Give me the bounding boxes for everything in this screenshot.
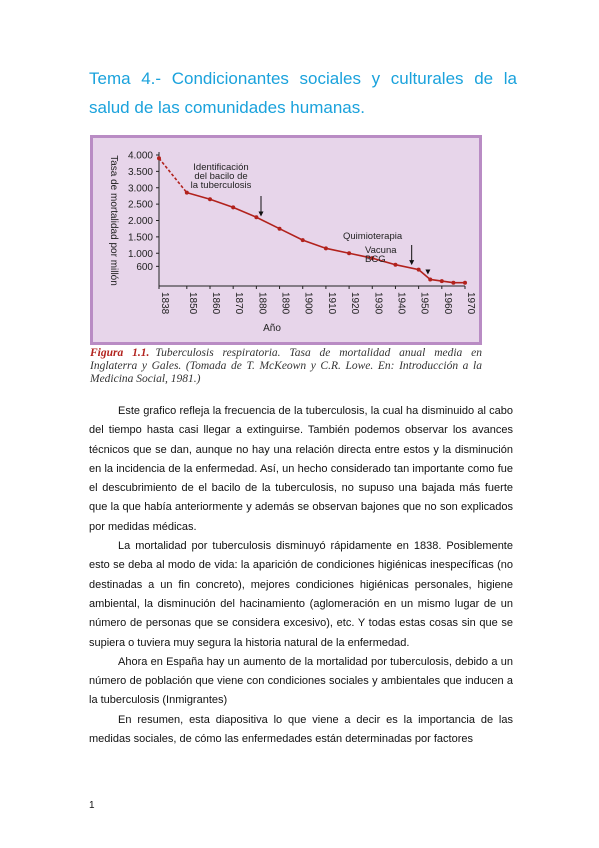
annotation-label: BCG xyxy=(365,254,386,265)
x-tick-label: 1850 xyxy=(187,292,198,315)
series-line-dashed xyxy=(158,157,188,194)
annotation-arrowhead xyxy=(409,260,415,266)
x-tick-label: 1870 xyxy=(233,292,244,315)
x-tick-label: 1930 xyxy=(372,292,383,315)
y-tick-label: 3.500 xyxy=(128,167,153,178)
y-tick-label: 2.000 xyxy=(128,216,153,227)
data-point xyxy=(208,197,212,202)
paragraph: Este grafico refleja la frecuencia de la… xyxy=(89,405,513,533)
annotation-label: Quimioterapia xyxy=(343,231,403,242)
data-point xyxy=(157,156,161,161)
data-point xyxy=(393,262,398,267)
data-point xyxy=(439,279,444,284)
body-text: Este grafico refleja la frecuencia de la… xyxy=(89,402,513,749)
page-number: 1 xyxy=(89,800,95,811)
x-tick-label: 1900 xyxy=(303,292,314,315)
x-tick-label: 1910 xyxy=(326,292,337,315)
figure-label: Figura 1.1. xyxy=(90,347,150,359)
data-point xyxy=(300,238,305,243)
data-point xyxy=(231,205,236,210)
y-axis-title: Tasa de mortalidad por millón xyxy=(108,155,119,286)
x-axis-title: Año xyxy=(263,323,281,334)
data-point xyxy=(370,256,375,261)
annotation-label: Vacuna xyxy=(365,245,397,256)
data-point xyxy=(416,267,421,272)
data-point xyxy=(254,215,259,220)
annotation-label: la tuberculosis xyxy=(191,180,252,191)
y-tick-label: 3.000 xyxy=(128,183,153,194)
y-tick-label: 2.500 xyxy=(128,200,153,211)
series-line xyxy=(186,191,465,284)
mortality-chart: 600 1.000 1.500 2.000 2.500 3.000 3.500 4.000 18… xyxy=(108,151,476,335)
data-point xyxy=(184,190,189,195)
paragraph: En resumen, esta diapositiva lo que vien… xyxy=(89,713,513,746)
x-tick-label: 1890 xyxy=(280,292,291,315)
page-title: Tema 4.- Condicionantes sociales y cultu… xyxy=(89,69,517,117)
figure-caption: Figura 1.1. Tuberculosis respiratoria. Ta… xyxy=(90,347,482,386)
x-tick-label: 1960 xyxy=(442,292,453,315)
annotation-label: del bacilo de xyxy=(194,171,247,182)
x-tick-label: 1920 xyxy=(349,292,360,315)
y-tick-label: 600 xyxy=(136,262,153,273)
figure-chart: 600 1.000 1.500 2.000 2.500 3.000 3.500 4.000 18… xyxy=(90,135,482,345)
paragraph: Ahora en España hay un aumento de la mor… xyxy=(89,655,513,707)
data-point xyxy=(463,280,467,285)
x-tick-label: 1860 xyxy=(210,292,221,315)
x-tick-label: 1940 xyxy=(395,292,406,315)
annotation-label: Identificación xyxy=(193,162,248,173)
data-point xyxy=(323,246,328,251)
data-point xyxy=(428,277,433,282)
x-tick-label: 1838 xyxy=(159,292,170,315)
data-point xyxy=(451,280,456,285)
data-point xyxy=(347,251,352,256)
paragraph: La mortalidad por tuberculosis disminuyó… xyxy=(89,540,513,649)
x-tick-label: 1950 xyxy=(419,292,430,315)
annotation-arrowhead xyxy=(258,211,264,217)
figure-caption-text: Tuberculosis respiratoria. Tasa de morta… xyxy=(90,347,482,385)
y-tick-label: 1.000 xyxy=(128,249,153,260)
annotation-arrowhead xyxy=(425,269,431,275)
x-tick-label: 1970 xyxy=(465,292,476,315)
y-tick-label: 4.000 xyxy=(128,151,153,162)
data-point xyxy=(277,226,282,231)
y-tick-label: 1.500 xyxy=(128,232,153,243)
x-tick-label: 1880 xyxy=(256,292,267,315)
